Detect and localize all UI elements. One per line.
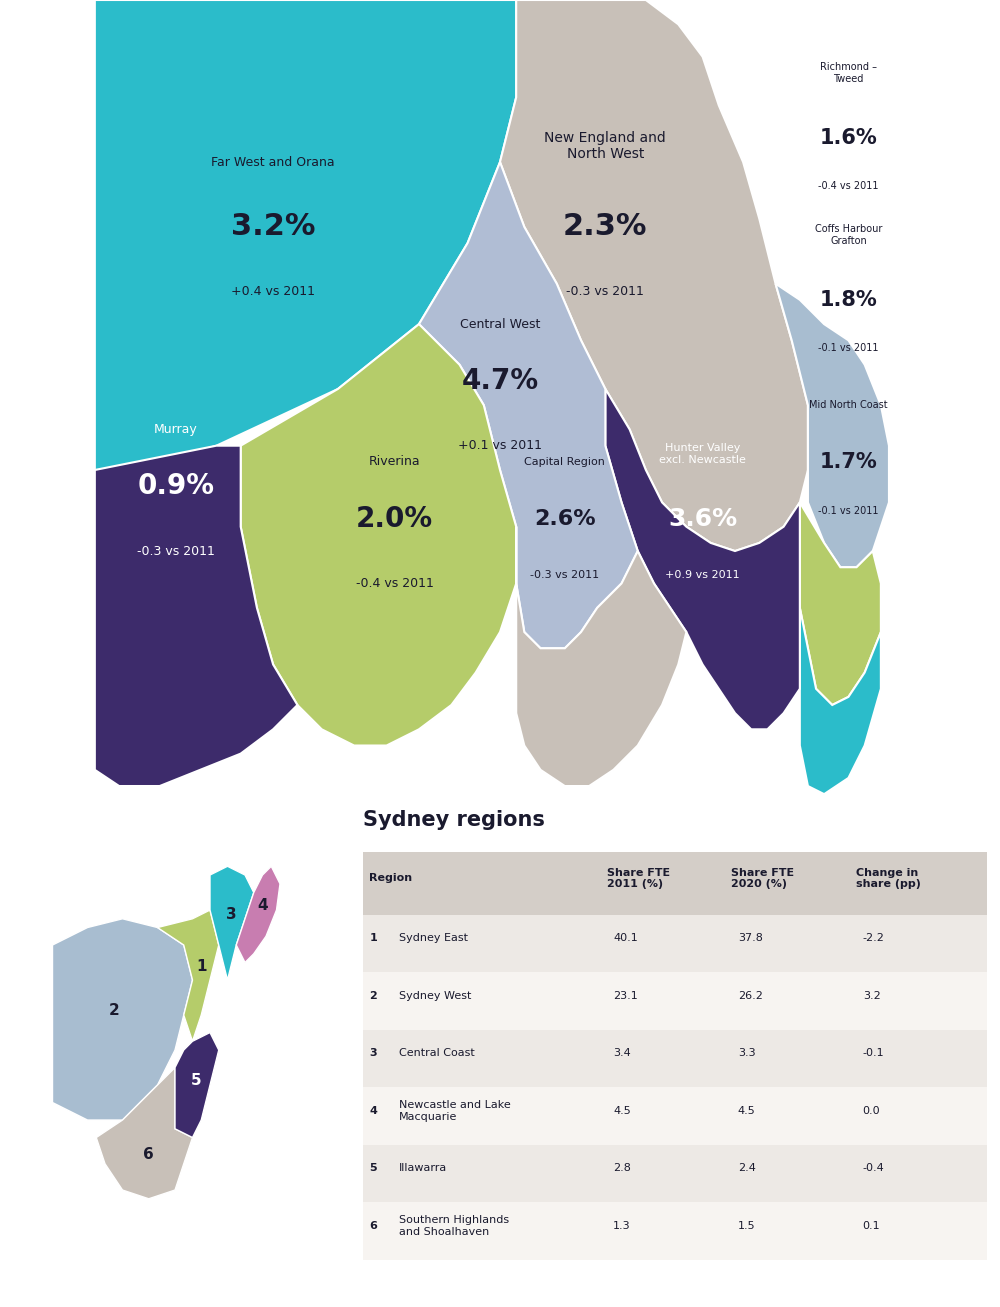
Text: 2.8: 2.8 xyxy=(613,1163,631,1174)
Text: 37.8: 37.8 xyxy=(738,933,763,944)
Text: Far West and Orana: Far West and Orana xyxy=(211,156,335,169)
Text: +0.1 vs 2011: +0.1 vs 2011 xyxy=(458,439,542,452)
Polygon shape xyxy=(419,162,638,648)
Text: 2: 2 xyxy=(370,991,377,1001)
Text: 2.3%: 2.3% xyxy=(563,213,648,242)
FancyBboxPatch shape xyxy=(363,852,987,915)
Polygon shape xyxy=(241,324,516,745)
Text: Mid North Coast: Mid North Coast xyxy=(809,400,888,410)
Text: Share FTE
2020 (%): Share FTE 2020 (%) xyxy=(731,868,795,889)
Text: 5: 5 xyxy=(191,1073,201,1087)
FancyBboxPatch shape xyxy=(363,1145,987,1202)
Text: Central West: Central West xyxy=(460,318,540,331)
Polygon shape xyxy=(95,446,297,786)
Text: Riverina: Riverina xyxy=(369,455,420,468)
Text: 5: 5 xyxy=(370,1163,377,1174)
Text: Change in
share (pp): Change in share (pp) xyxy=(856,868,921,889)
Text: Murray: Murray xyxy=(154,423,198,437)
Polygon shape xyxy=(236,867,280,962)
Polygon shape xyxy=(776,284,889,567)
Text: 6: 6 xyxy=(370,1221,377,1231)
Text: Sydney West: Sydney West xyxy=(399,991,471,1001)
Polygon shape xyxy=(800,608,881,795)
Text: -0.3 vs 2011: -0.3 vs 2011 xyxy=(137,545,215,558)
Text: Coffs Harbour
Grafton: Coffs Harbour Grafton xyxy=(815,225,882,246)
Polygon shape xyxy=(95,0,516,471)
Text: 1.6%: 1.6% xyxy=(820,128,877,148)
Text: New England and
North West: New England and North West xyxy=(544,131,666,161)
Polygon shape xyxy=(96,1068,192,1199)
Text: 4.7%: 4.7% xyxy=(461,367,539,395)
Text: 3.4: 3.4 xyxy=(613,1048,631,1059)
Text: 1.5: 1.5 xyxy=(738,1221,756,1231)
Text: -0.1 vs 2011: -0.1 vs 2011 xyxy=(818,506,879,515)
Text: 3: 3 xyxy=(226,907,236,921)
Text: 4: 4 xyxy=(257,898,268,914)
Text: 3.3: 3.3 xyxy=(738,1048,756,1059)
FancyBboxPatch shape xyxy=(363,972,987,1030)
Text: 3.2%: 3.2% xyxy=(231,213,315,242)
Circle shape xyxy=(9,831,411,1234)
Text: 1.7%: 1.7% xyxy=(820,452,877,472)
Text: 1: 1 xyxy=(370,933,377,944)
Text: 2.4: 2.4 xyxy=(738,1163,756,1174)
Text: Illawarra: Illawarra xyxy=(399,1163,447,1174)
Text: 1.3: 1.3 xyxy=(613,1221,631,1231)
Text: 3.2: 3.2 xyxy=(863,991,880,1001)
FancyBboxPatch shape xyxy=(363,915,987,972)
Text: 40.1: 40.1 xyxy=(613,933,638,944)
Polygon shape xyxy=(175,1033,219,1137)
Text: 4.5: 4.5 xyxy=(613,1106,631,1116)
Text: 4: 4 xyxy=(370,1106,377,1116)
Text: -0.4 vs 2011: -0.4 vs 2011 xyxy=(818,182,879,191)
Text: 2.0%: 2.0% xyxy=(356,505,433,533)
Text: -0.3 vs 2011: -0.3 vs 2011 xyxy=(530,570,599,580)
Text: 2.6%: 2.6% xyxy=(534,508,596,528)
Polygon shape xyxy=(605,389,800,729)
Text: Central Coast: Central Coast xyxy=(399,1048,475,1059)
Text: 26.2: 26.2 xyxy=(738,991,763,1001)
Text: -0.1 vs 2011: -0.1 vs 2011 xyxy=(818,344,879,353)
Text: -0.1: -0.1 xyxy=(863,1048,884,1059)
Text: +0.9 vs 2011: +0.9 vs 2011 xyxy=(665,570,740,580)
Text: Sydney regions: Sydney regions xyxy=(363,810,545,830)
Polygon shape xyxy=(800,502,881,704)
Text: -0.3 vs 2011: -0.3 vs 2011 xyxy=(566,285,644,298)
FancyBboxPatch shape xyxy=(363,1030,987,1087)
Text: Capital Region: Capital Region xyxy=(524,457,605,467)
Text: 1: 1 xyxy=(196,959,207,974)
Text: +0.4 vs 2011: +0.4 vs 2011 xyxy=(231,285,315,298)
Text: Richmond –
Tweed: Richmond – Tweed xyxy=(820,63,877,84)
Polygon shape xyxy=(52,919,192,1120)
Text: 0.9%: 0.9% xyxy=(137,472,214,501)
Text: Share FTE
2011 (%): Share FTE 2011 (%) xyxy=(607,868,670,889)
Polygon shape xyxy=(516,527,686,786)
Text: Newcastle and Lake
Macquarie: Newcastle and Lake Macquarie xyxy=(399,1100,511,1121)
Polygon shape xyxy=(158,910,219,1042)
Text: 1.8%: 1.8% xyxy=(820,290,877,310)
Text: Sydney East: Sydney East xyxy=(399,933,468,944)
Text: 23.1: 23.1 xyxy=(613,991,638,1001)
FancyBboxPatch shape xyxy=(363,1087,987,1145)
Text: 3: 3 xyxy=(370,1048,377,1059)
FancyBboxPatch shape xyxy=(363,1202,987,1260)
Text: 3.6%: 3.6% xyxy=(668,507,737,531)
Polygon shape xyxy=(500,0,808,552)
Text: Southern Highlands
and Shoalhaven: Southern Highlands and Shoalhaven xyxy=(399,1216,509,1236)
Text: 4.5: 4.5 xyxy=(738,1106,756,1116)
Polygon shape xyxy=(210,867,254,980)
Text: 6: 6 xyxy=(143,1146,154,1162)
Text: Hunter Valley
excl. Newcastle: Hunter Valley excl. Newcastle xyxy=(659,443,746,464)
Text: -2.2: -2.2 xyxy=(863,933,885,944)
Text: 0.1: 0.1 xyxy=(863,1221,880,1231)
Text: -0.4 vs 2011: -0.4 vs 2011 xyxy=(356,576,434,589)
Text: 0.0: 0.0 xyxy=(863,1106,880,1116)
Text: -0.4: -0.4 xyxy=(863,1163,884,1174)
Text: Region: Region xyxy=(370,873,413,884)
Text: 2: 2 xyxy=(108,1002,119,1018)
